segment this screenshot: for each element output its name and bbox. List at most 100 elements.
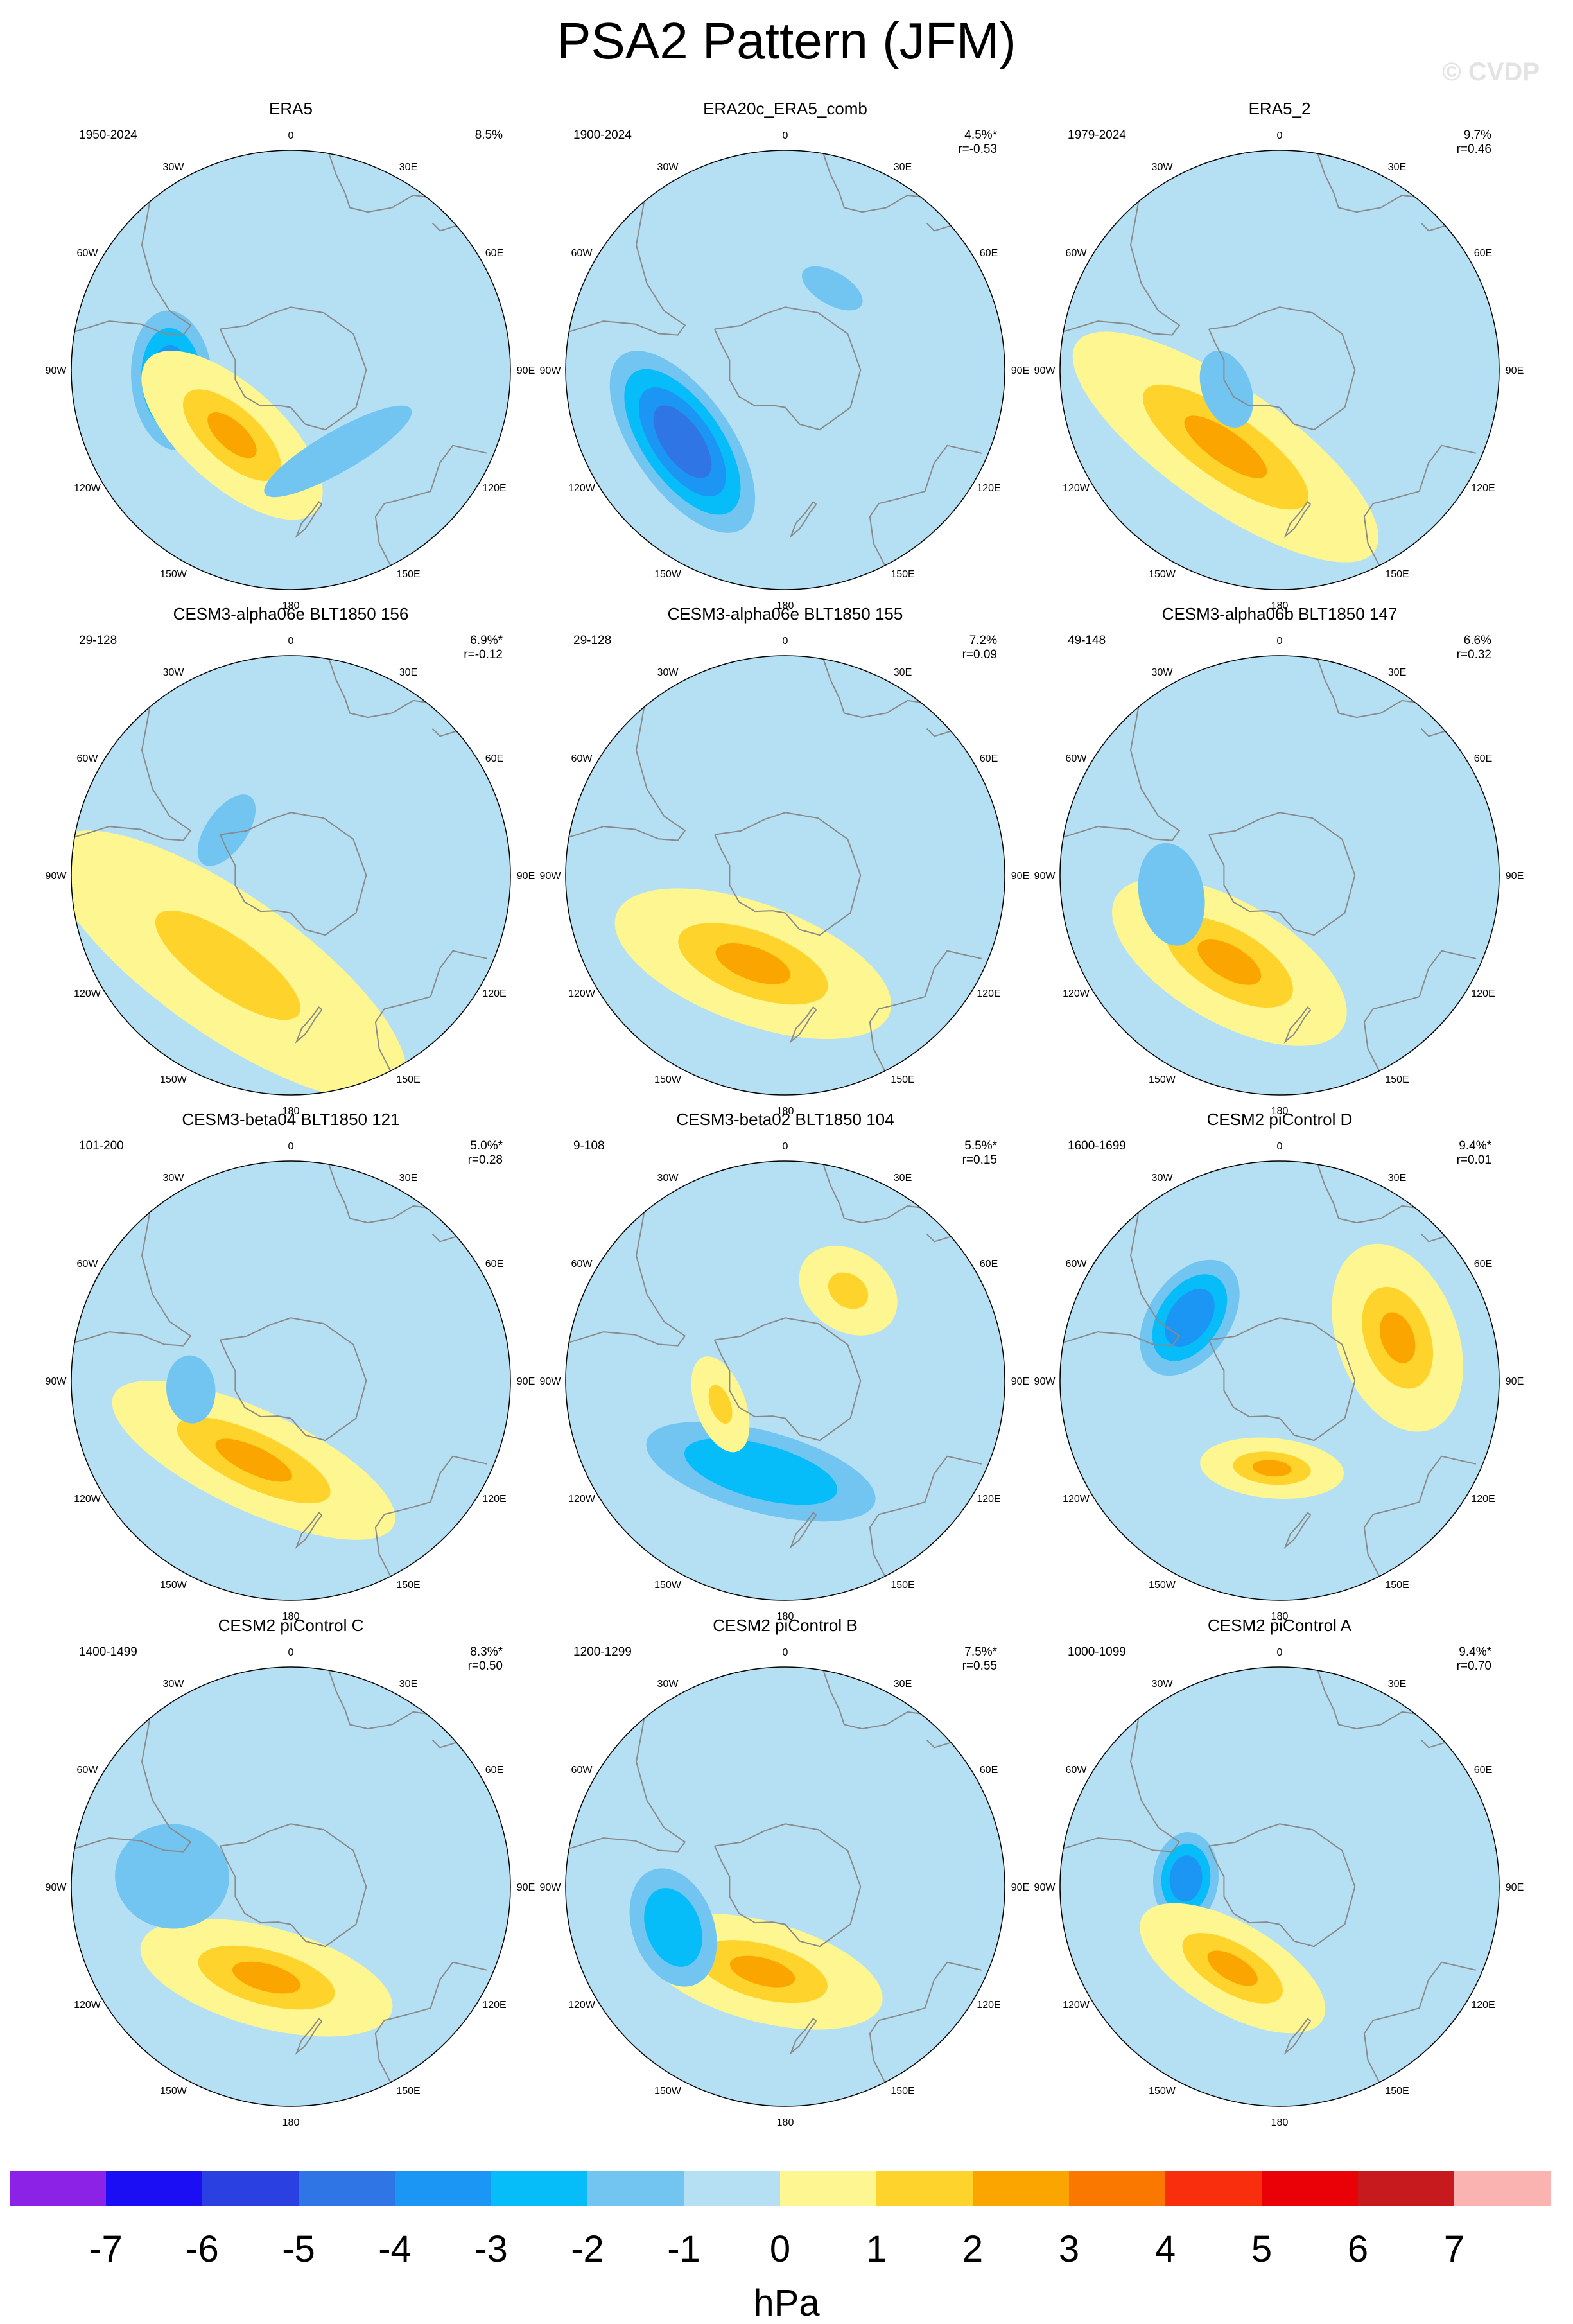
- coastline: [1363, 1455, 1477, 1577]
- longitude-label: 120W: [1063, 988, 1090, 999]
- coastline: [1208, 812, 1356, 936]
- panel-correlation: r=0.01: [1457, 1153, 1491, 1167]
- map-panel: 0 30E 60E 90E 120E 150E 180 150W 120W 90W 60W 30W ER…: [46, 99, 535, 611]
- longitude-label: 90W: [46, 1882, 67, 1893]
- map-background: [566, 1667, 1005, 2106]
- coastline: [1317, 1670, 1415, 1730]
- longitude-label: 120W: [1063, 483, 1090, 494]
- panel-years: 9-108: [573, 1139, 605, 1153]
- longitude-label: 180: [282, 2117, 300, 2128]
- longitude-label: 120W: [74, 988, 101, 999]
- coastline: [1063, 1212, 1181, 1347]
- coastline: [1363, 950, 1477, 1072]
- longitude-label: 150W: [654, 2086, 682, 2097]
- colorbar-box: [106, 2171, 202, 2206]
- contour-2: [1197, 939, 1262, 985]
- longitude-label: 0: [1277, 130, 1283, 141]
- map-boundary: [1059, 1666, 1500, 2107]
- negative-anomaly: [1140, 1259, 1240, 1376]
- panel-title: CESM2 piControl D: [1207, 1110, 1353, 1129]
- coastline: [1420, 222, 1446, 232]
- coastline: [374, 444, 488, 566]
- positive-anomaly: [1200, 1437, 1344, 1499]
- colorbar-box: [780, 2171, 876, 2206]
- longitude-label: 150E: [891, 2086, 914, 2097]
- coastline: [568, 1718, 686, 1853]
- longitude-label: 180: [1271, 2117, 1289, 2128]
- longitude-label: 150W: [160, 2086, 187, 2097]
- longitude-label: 90W: [1034, 871, 1056, 882]
- coastline: [295, 501, 323, 539]
- longitude-label: 90E: [517, 365, 535, 376]
- longitude-label: 30E: [399, 667, 417, 678]
- longitude-label: 120E: [977, 2000, 1000, 2011]
- panel-title: CESM3-alpha06e BLT1850 156: [173, 604, 409, 624]
- coastline: [789, 1512, 817, 1550]
- panel-variance: 9.4%*: [1459, 1645, 1491, 1659]
- longitude-label: 30W: [1152, 1679, 1174, 1690]
- longitude-label: 60W: [571, 753, 593, 764]
- longitude-label: 30E: [1388, 162, 1406, 173]
- contour-4: [653, 405, 712, 478]
- longitude-label: 120E: [482, 988, 506, 999]
- longitude-label: 90W: [540, 365, 562, 376]
- longitude-label: 60E: [1474, 1765, 1492, 1776]
- map-boundary: [1059, 150, 1500, 590]
- panel-correlation: r=0.50: [468, 1659, 503, 1673]
- contour-1: [802, 266, 863, 311]
- panel-variance: 5.0%*: [470, 1139, 503, 1153]
- colorbar-units: hPa: [753, 2282, 820, 2324]
- coastline: [1283, 501, 1312, 539]
- map-background: [1060, 1667, 1499, 2106]
- coastline: [1208, 1317, 1356, 1442]
- contour-2: [215, 1438, 292, 1482]
- panel-title: ERA20c_ERA5_comb: [703, 99, 867, 118]
- coastline: [220, 1317, 367, 1442]
- longitude-label: 60W: [1066, 1259, 1088, 1270]
- coastline: [714, 1823, 862, 1948]
- longitude-label: 150E: [891, 1074, 914, 1085]
- panel-variance: 8.5%: [475, 128, 503, 142]
- longitude-label: 0: [288, 1141, 294, 1152]
- longitude-label: 120E: [977, 988, 1000, 999]
- map-field: [74, 1670, 488, 2083]
- colorbar-box: [1454, 2171, 1551, 2206]
- panel-correlation: r=0.09: [962, 648, 997, 661]
- coastline: [568, 201, 686, 336]
- contour-2: [729, 1955, 795, 1988]
- longitude-label: 60E: [980, 1259, 998, 1270]
- longitude-label: 60W: [77, 1259, 99, 1270]
- longitude-label: 60E: [1474, 1259, 1492, 1270]
- longitude-label: 60W: [1066, 248, 1088, 259]
- coastline: [822, 1670, 921, 1730]
- coastline: [1063, 201, 1181, 336]
- map-boundary: [565, 655, 1005, 1096]
- longitude-label: 90W: [1034, 1882, 1056, 1893]
- positive-anomaly: [140, 1918, 393, 2037]
- coastline: [1363, 444, 1477, 566]
- colorbar-tick-label: -7: [89, 2228, 123, 2270]
- contour-1: [166, 1355, 216, 1424]
- coastline: [568, 706, 686, 841]
- longitude-label: 120E: [1471, 2000, 1495, 2011]
- longitude-label: 60E: [485, 1765, 503, 1776]
- longitude-label: 0: [288, 130, 294, 141]
- longitude-label: 150E: [1385, 2086, 1409, 2097]
- colorbar-box: [299, 2171, 395, 2206]
- coastline: [1420, 728, 1446, 737]
- panel-title: CESM2 piControl B: [713, 1616, 857, 1635]
- longitude-label: 90E: [517, 871, 535, 882]
- panel-variance: 7.2%: [969, 634, 997, 647]
- longitude-label: 150W: [1149, 1580, 1176, 1591]
- panel-variance: 9.4%*: [1459, 1139, 1491, 1153]
- negative-anomaly: [629, 1868, 717, 1987]
- longitude-label: 120E: [482, 2000, 506, 2011]
- colorbar-tick-label: 6: [1348, 2228, 1368, 2270]
- coastline: [822, 1164, 921, 1224]
- longitude-label: 0: [288, 1647, 294, 1658]
- panel-correlation: r=-0.12: [464, 648, 503, 661]
- longitude-label: 120E: [977, 1494, 1000, 1505]
- contour-3: [1165, 1288, 1215, 1347]
- coastline: [714, 1317, 862, 1442]
- coastline: [714, 812, 862, 936]
